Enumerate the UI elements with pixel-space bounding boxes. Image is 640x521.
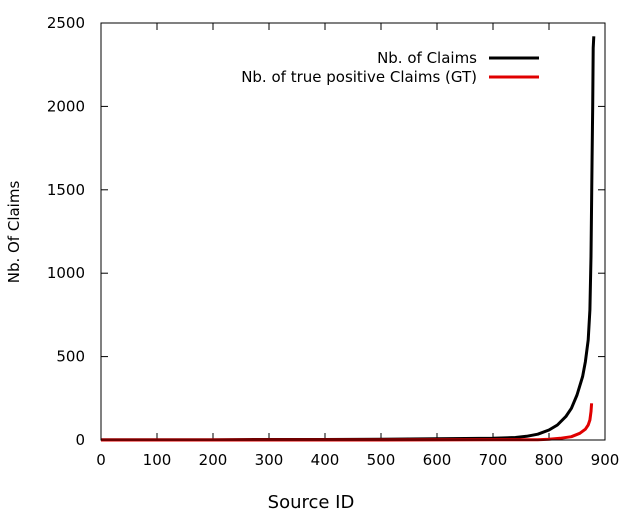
legend-label: Nb. of true positive Claims (GT) <box>241 68 477 86</box>
x-tick-label: 700 <box>479 451 508 469</box>
y-axis-ticks: 0 500 1000 1500 2000 2500 <box>47 14 605 449</box>
y-tick-label: 500 <box>56 348 85 366</box>
y-tick-label: 2500 <box>47 14 85 32</box>
y-tick-label: 1000 <box>47 264 85 282</box>
x-tick-label: 100 <box>143 451 172 469</box>
plot-frame <box>100 22 606 441</box>
x-axis-ticks: 0 100 200 300 400 500 600 700 800 900 <box>96 23 619 469</box>
x-tick-label: 300 <box>255 451 284 469</box>
series-layer <box>101 36 596 442</box>
x-tick-label: 500 <box>367 451 396 469</box>
x-tick-label: 400 <box>311 451 340 469</box>
y-axis-label: Nb. Of Claims <box>5 181 23 284</box>
series-line-0 <box>101 36 596 442</box>
y-tick-label: 1500 <box>47 181 85 199</box>
x-tick-label: 600 <box>423 451 452 469</box>
x-axis-label: Source ID <box>268 492 355 513</box>
legend-label: Nb. of Claims <box>377 49 477 67</box>
x-tick-label: 900 <box>591 451 620 469</box>
x-tick-label: 200 <box>199 451 228 469</box>
x-tick-label: 800 <box>535 451 564 469</box>
y-tick-label: 2000 <box>47 97 85 115</box>
y-tick-label: 0 <box>75 431 85 449</box>
x-tick-label: 0 <box>96 451 106 469</box>
series-line-1 <box>101 403 594 442</box>
